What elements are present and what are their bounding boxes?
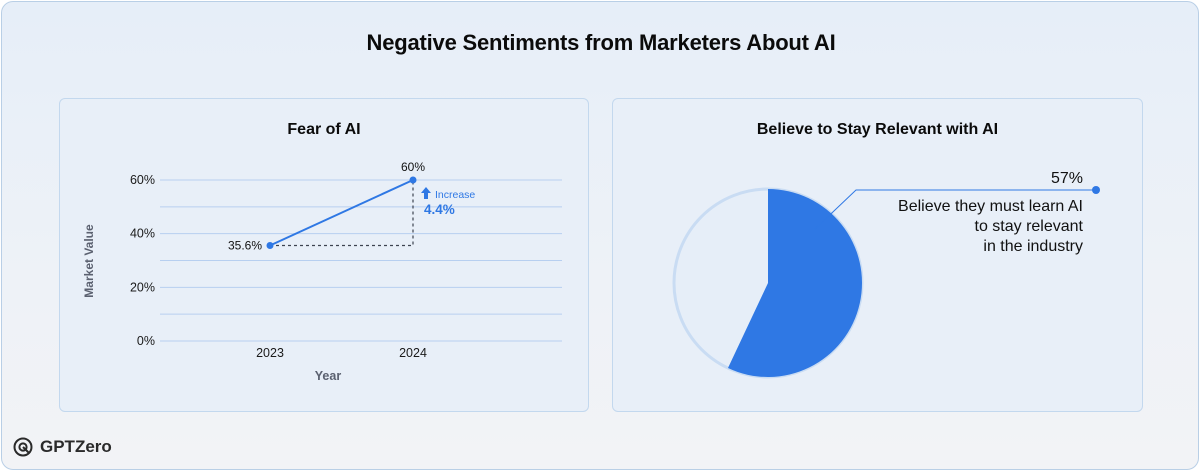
pie-callout-text: in the industry xyxy=(983,238,1083,255)
pie-slice xyxy=(727,189,862,377)
annotation-label: Increase xyxy=(435,189,475,201)
data-point xyxy=(409,176,417,184)
data-point xyxy=(266,241,274,249)
line-chart-panel: Fear of AI 0% 20% 40% 60% 2023 2024 Year Market… xyxy=(59,98,589,412)
pie-callout-text: to stay relevant xyxy=(975,218,1084,235)
pie-chart: 57% Believe they must learn AI to stay rel… xyxy=(672,170,1100,379)
line-chart-title: Fear of AI xyxy=(287,121,361,138)
gptzero-logo-icon xyxy=(13,437,33,457)
brand-name: GPTZero xyxy=(40,437,112,456)
data-label: 35.6% xyxy=(228,238,262,252)
y-tick-label: 60% xyxy=(130,173,155,187)
y-tick-label: 0% xyxy=(137,334,155,348)
x-tick-label: 2023 xyxy=(256,346,284,360)
x-tick-label: 2024 xyxy=(399,346,427,360)
callout-dot xyxy=(1092,186,1100,194)
annotation-value: 4.4% xyxy=(424,202,455,217)
line-chart: 0% 20% 40% 60% 2023 2024 Year Market Value 35.6%… xyxy=(82,160,562,383)
pie-chart-panel: Believe to Stay Relevant with AI 57% Beli… xyxy=(612,98,1143,412)
y-tick-label: 40% xyxy=(130,227,155,241)
brand: GPTZero xyxy=(12,436,112,458)
series-line xyxy=(269,179,414,247)
difference-guide xyxy=(270,180,414,247)
pie-chart-title: Believe to Stay Relevant with AI xyxy=(756,121,999,138)
x-axis-label: Year xyxy=(315,369,342,383)
page-title: Negative Sentiments from Marketers About… xyxy=(366,30,836,55)
y-tick-label: 20% xyxy=(130,280,155,294)
data-label: 60% xyxy=(401,160,425,174)
pie-value-label: 57% xyxy=(1051,170,1083,187)
callout-line xyxy=(814,189,1096,230)
arrow-up-icon xyxy=(421,187,431,199)
y-axis-label: Market Value xyxy=(82,224,96,298)
pie-callout-text: Believe they must learn AI xyxy=(898,198,1083,215)
